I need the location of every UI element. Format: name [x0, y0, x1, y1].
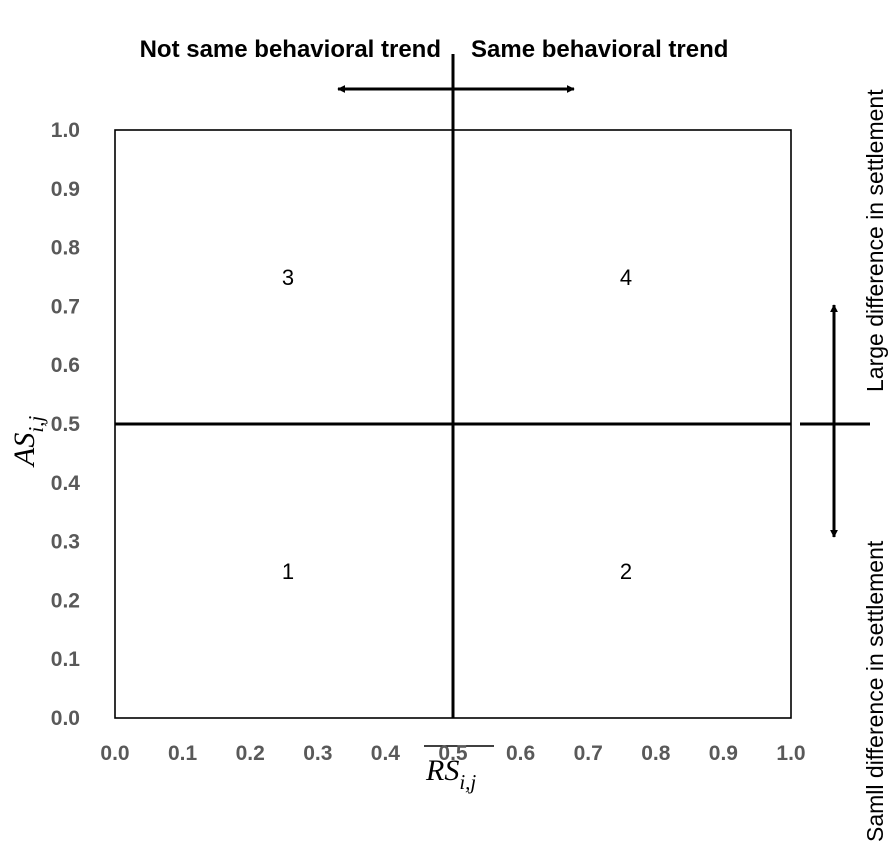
- x-tick-label: 0.6: [506, 742, 535, 765]
- y-axis-subscript: i,j: [24, 416, 48, 433]
- quadrant-labels: 3 4 1 2: [282, 265, 632, 584]
- x-tick-label: 0.7: [574, 742, 603, 765]
- y-tick-label: 0.5: [51, 413, 81, 436]
- label-same-trend: Same behavioral trend: [471, 36, 728, 63]
- y-tick-label: 0.8: [51, 237, 81, 260]
- x-tick-label: 0.5: [438, 742, 468, 765]
- y-tick-label: 0.6: [51, 354, 80, 377]
- label-not-same-trend: Not same behavioral trend: [140, 36, 441, 63]
- x-tick-label: 0.3: [303, 742, 332, 765]
- x-tick-labels: 0.0 0.1 0.2 0.3 0.4 0.5 0.6 0.7 0.8 0.9 1.0: [100, 742, 805, 765]
- y-tick-label: 1.0: [51, 119, 80, 142]
- y-axis-symbol: AS: [8, 433, 41, 468]
- x-tick-label: 0.4: [371, 742, 401, 765]
- x-tick-label: 0.2: [236, 742, 265, 765]
- quadrant-label-4: 4: [620, 265, 632, 290]
- quadrant-label-2: 2: [620, 559, 632, 584]
- quadrant-label-3: 3: [282, 265, 294, 290]
- x-tick-label: 1.0: [776, 742, 805, 765]
- y-tick-label: 0.2: [51, 589, 80, 612]
- label-large-difference: Large difference in settlement: [862, 89, 888, 392]
- label-small-difference: Samll difference in settlement: [862, 540, 888, 842]
- y-tick-label: 0.0: [51, 707, 80, 730]
- x-tick-label: 0.9: [709, 742, 738, 765]
- y-tick-label: 0.9: [51, 178, 80, 201]
- y-tick-label: 0.1: [51, 648, 81, 671]
- x-axis-subscript: i,j: [459, 770, 476, 794]
- y-axis-label: ASi,j: [8, 416, 48, 468]
- quadrant-label-1: 1: [282, 559, 294, 584]
- y-tick-labels: 0.0 0.1 0.2 0.3 0.4 0.5 0.6 0.7 0.8 0.9 1.0: [51, 119, 81, 730]
- x-tick-label: 0.8: [641, 742, 671, 765]
- x-axis-label: RSi,j: [425, 754, 476, 794]
- y-tick-label: 0.4: [51, 472, 81, 495]
- y-tick-label: 0.3: [51, 531, 80, 554]
- y-tick-label: 0.7: [51, 295, 80, 318]
- x-tick-label: 0.0: [100, 742, 129, 765]
- x-tick-label: 0.1: [168, 742, 198, 765]
- x-axis-symbol: RS: [425, 754, 459, 787]
